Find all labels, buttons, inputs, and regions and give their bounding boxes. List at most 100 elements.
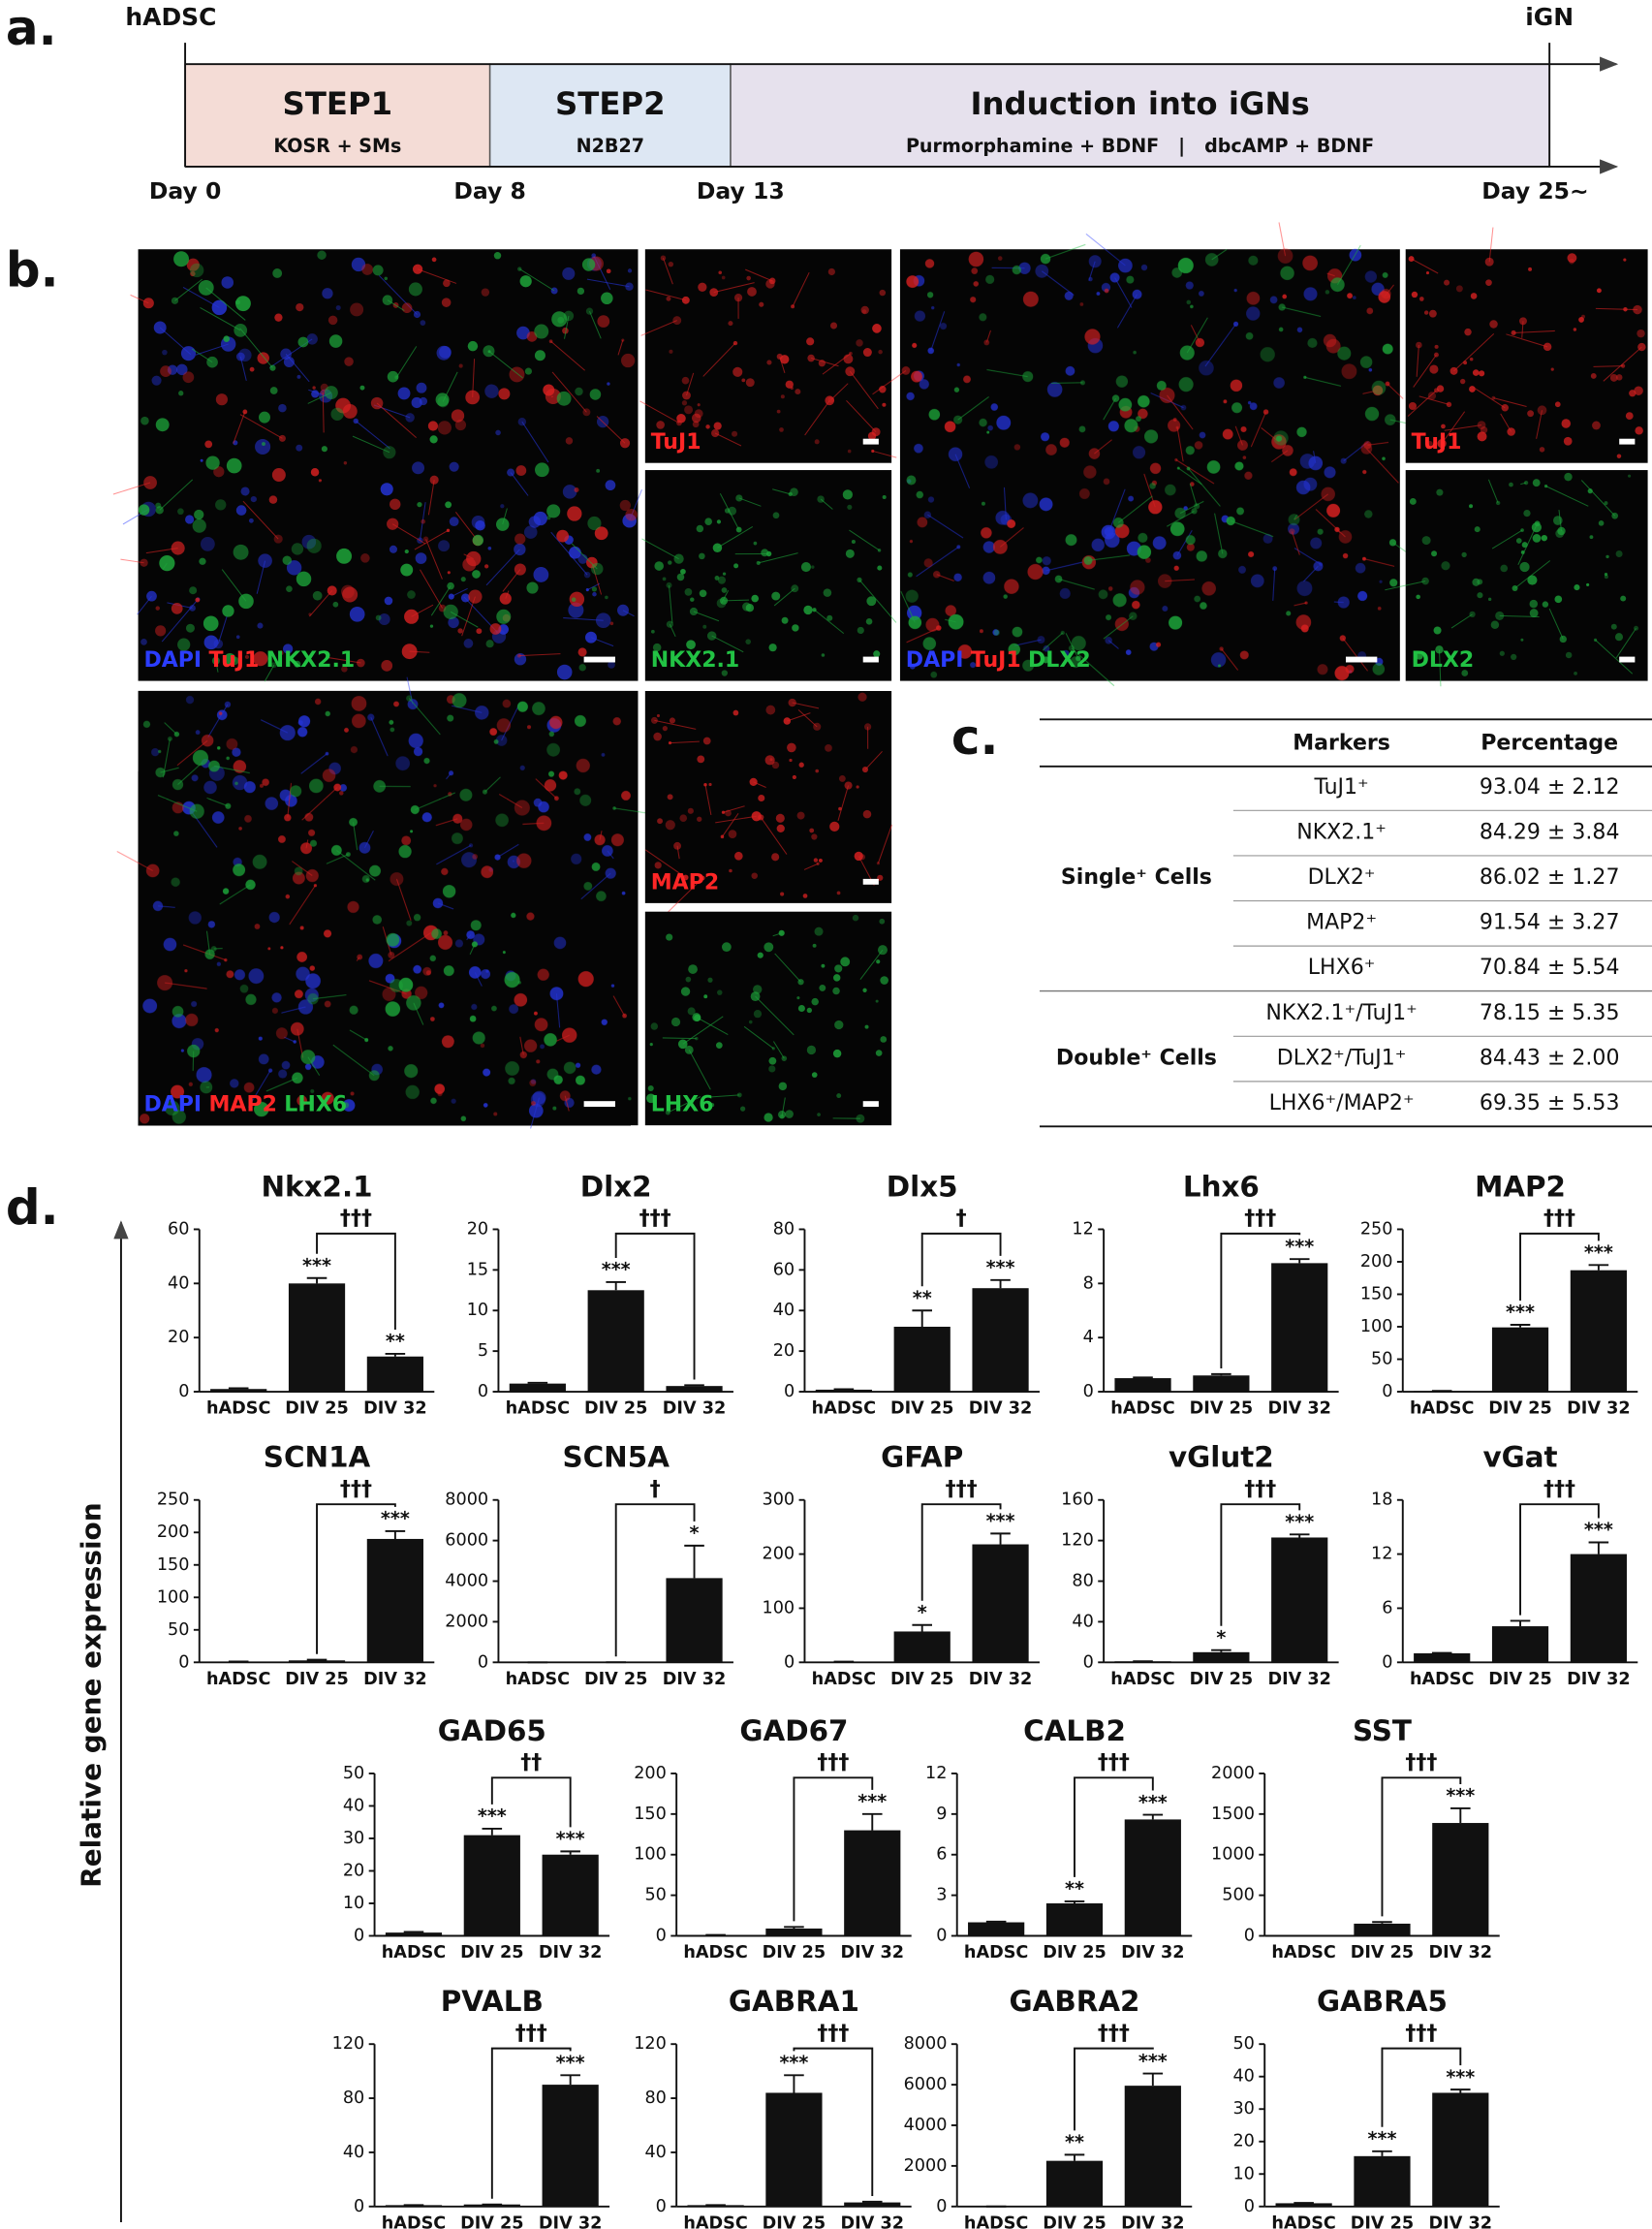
neurite <box>1175 459 1215 485</box>
significance-bracket <box>1519 1503 1600 1616</box>
cell <box>1523 509 1531 518</box>
cell <box>1185 535 1196 546</box>
x-tick-label: DIV 32 <box>841 1943 905 1962</box>
significance-label: *** <box>602 1259 631 1281</box>
cell <box>1240 425 1247 433</box>
cell <box>250 495 257 503</box>
cell <box>339 791 344 796</box>
cell <box>390 979 403 992</box>
scale-bar <box>862 656 879 663</box>
cell <box>442 885 456 898</box>
x-tick-label: hADSC <box>964 1943 1028 1962</box>
cell <box>725 809 732 817</box>
neurite <box>1413 354 1437 388</box>
cell <box>368 953 384 968</box>
cell <box>1234 461 1244 471</box>
percentage-cell: 84.29 ± 3.84 <box>1480 820 1620 844</box>
cell <box>880 976 888 985</box>
y-tick-label: 0 <box>1083 1382 1094 1401</box>
cell <box>797 1004 805 1013</box>
cell <box>310 468 320 477</box>
cell <box>1605 554 1609 559</box>
cell <box>681 376 690 385</box>
cell <box>875 999 879 1003</box>
cell <box>398 844 412 859</box>
cell <box>591 1064 602 1075</box>
cell <box>1299 454 1316 469</box>
cell <box>449 461 459 472</box>
neurite <box>454 512 479 542</box>
error-bar <box>861 2200 883 2203</box>
cell <box>1130 580 1145 595</box>
cell <box>796 996 800 1000</box>
neurite <box>1103 615 1134 640</box>
error-bar <box>1510 1619 1531 1627</box>
significance-label: *** <box>1367 2128 1396 2151</box>
cell <box>1539 447 1545 453</box>
cell <box>304 1063 312 1070</box>
cell <box>253 651 268 667</box>
cell <box>546 742 560 757</box>
y-tick-label: 20 <box>1232 2132 1254 2151</box>
cell <box>1317 528 1324 535</box>
neurite <box>176 739 208 767</box>
cell <box>1079 302 1084 306</box>
cell <box>162 349 168 356</box>
cell <box>191 1000 198 1008</box>
cell <box>342 1102 350 1109</box>
cell <box>1436 488 1444 496</box>
neurite <box>307 392 332 404</box>
neurite <box>1514 560 1551 589</box>
cell <box>982 571 996 584</box>
neurite <box>936 574 954 581</box>
neurite <box>1294 602 1307 607</box>
cell <box>1132 600 1140 610</box>
cell <box>765 705 776 715</box>
cell <box>627 268 633 273</box>
cell <box>586 556 598 569</box>
cell <box>296 302 304 312</box>
cell <box>1368 367 1373 372</box>
neurite <box>349 1029 367 1041</box>
cell <box>862 348 872 358</box>
cell <box>448 593 454 600</box>
y-tick-label: 50 <box>1232 2034 1254 2054</box>
cell <box>1273 377 1285 389</box>
neurite <box>639 400 680 424</box>
neurite <box>688 1050 711 1090</box>
cell <box>872 324 882 333</box>
cell <box>1278 327 1284 332</box>
cell <box>529 1079 537 1086</box>
cell <box>687 807 694 814</box>
cell <box>259 411 270 424</box>
cell <box>1437 438 1447 449</box>
bar <box>972 1544 1029 1663</box>
y-tick-label: 12 <box>925 1764 947 1783</box>
cell <box>686 640 696 650</box>
y-tick-label: 0 <box>784 1652 795 1672</box>
neurite <box>858 580 897 623</box>
neurite <box>1211 248 1228 261</box>
bracket-label: ††† <box>1244 1207 1276 1231</box>
cell <box>550 287 558 295</box>
neurite <box>378 274 418 315</box>
y-tick-label: 100 <box>157 1587 190 1607</box>
cell <box>684 405 694 415</box>
cell <box>200 536 215 551</box>
bar <box>765 1928 823 1936</box>
bar <box>1045 1902 1104 1936</box>
cell <box>177 638 191 651</box>
stain-word: TuJ1 <box>971 648 1021 673</box>
neurite <box>1336 529 1341 534</box>
neurite <box>417 268 457 284</box>
cell <box>1334 666 1350 681</box>
neurite <box>1304 376 1342 387</box>
cell <box>171 1084 185 1099</box>
cell <box>847 449 852 454</box>
bar <box>893 1327 951 1393</box>
cell <box>549 987 564 1001</box>
bar <box>1124 1819 1181 1936</box>
x-tick-label: DIV 25 <box>890 1399 954 1419</box>
cell <box>856 1114 865 1123</box>
neurite <box>451 587 468 598</box>
